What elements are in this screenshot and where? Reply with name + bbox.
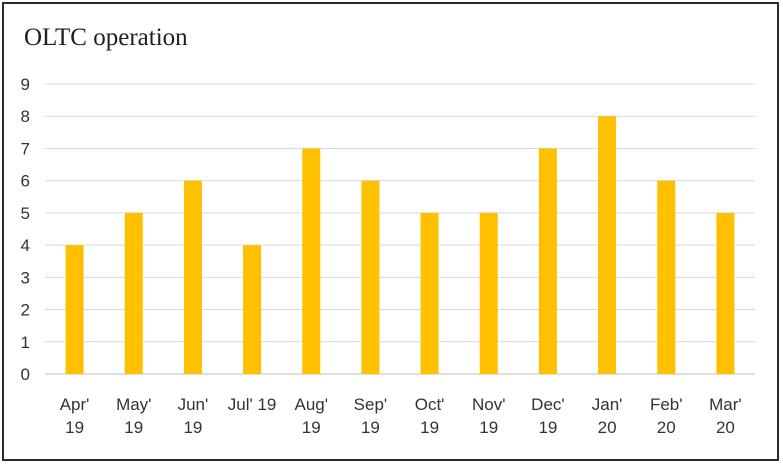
bar [479, 212, 498, 374]
x-tick-label: Feb' 20 [650, 395, 683, 437]
gridlines [45, 83, 755, 375]
x-tick-label: Sep' 19 [354, 395, 388, 437]
bar [183, 180, 202, 374]
bar [598, 116, 617, 374]
x-tick-label: Jul' 19 [228, 395, 277, 414]
x-tick-label: Mar' 20 [709, 395, 742, 437]
y-tick-label: 4 [21, 236, 30, 255]
x-tick-label: Jan' 20 [592, 395, 623, 437]
y-tick-label: 3 [21, 268, 30, 287]
x-tick-label: Nov' 19 [472, 395, 505, 437]
chart-title: OLTC operation [24, 24, 188, 51]
x-tick-label: Dec' 19 [531, 395, 564, 437]
x-tick-label: Oct' 19 [415, 395, 445, 437]
y-axis-ticks: 0 1 2 3 4 5 6 7 8 9 [21, 75, 30, 384]
bar [716, 212, 735, 374]
bar [65, 245, 84, 374]
bar [124, 212, 143, 374]
x-axis-ticks: Apr' 19 May' 19 Jun' 19 Jul' 19 Aug' 19 Sep' 19 Oct… [60, 395, 742, 437]
y-tick-label: 7 [21, 139, 30, 158]
bars [65, 116, 735, 374]
x-tick-label: Apr' 19 [60, 395, 90, 437]
x-tick-label: May' 19 [116, 395, 151, 437]
bar [302, 148, 321, 374]
y-tick-label: 0 [21, 365, 30, 384]
bar [243, 245, 262, 374]
x-tick-label: Aug' 19 [295, 395, 329, 437]
y-tick-label: 5 [21, 204, 30, 223]
y-tick-label: 6 [21, 172, 30, 191]
bar [657, 180, 676, 374]
bar [538, 148, 557, 374]
y-tick-label: 2 [21, 301, 30, 320]
y-tick-label: 1 [21, 333, 30, 352]
x-tick-label: Jun' 19 [178, 395, 209, 437]
bar [361, 180, 380, 374]
y-tick-label: 8 [21, 107, 30, 126]
bar [420, 212, 439, 374]
y-tick-label: 9 [21, 75, 30, 94]
